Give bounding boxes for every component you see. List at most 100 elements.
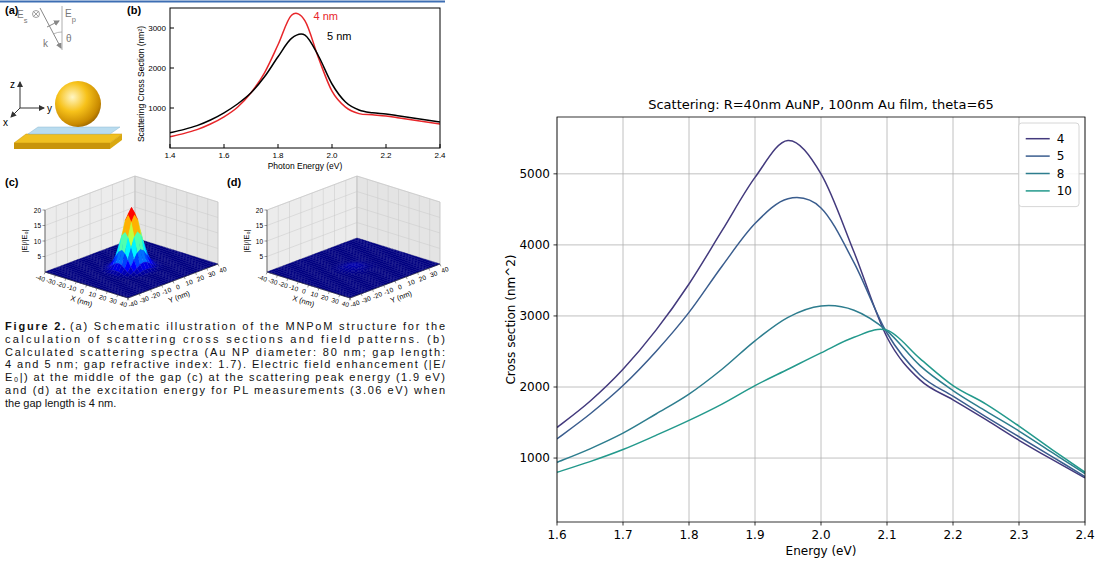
y-tick-label: 30 — [207, 269, 217, 278]
schematic: (a)EsEpkθzyx — [3, 4, 122, 149]
gold-film-side — [14, 143, 110, 149]
grid-line — [68, 264, 151, 290]
z-tick — [43, 225, 46, 226]
y-tick-label: 20 — [418, 273, 428, 282]
z-axis-title: |E|/|E₀| — [20, 229, 29, 252]
s-field-cross — [34, 12, 39, 17]
grid-line — [56, 268, 139, 294]
z-tick — [43, 210, 46, 211]
caption-line: E₀|) at the middle of the gap (c) at the… — [5, 371, 445, 383]
y-tick — [128, 298, 130, 300]
grid-line — [301, 259, 384, 285]
x-tick — [440, 144, 441, 148]
x-tick — [276, 275, 278, 277]
grid-line — [689, 117, 690, 522]
y-axis-line — [128, 264, 218, 298]
s-field-symbol — [33, 11, 40, 18]
x-tick-label: 1.4 — [164, 151, 176, 160]
x-tick-label: -20 — [56, 280, 67, 290]
x-tick-label: 30 — [331, 296, 340, 305]
grid-line — [78, 197, 79, 259]
series-label: 4 nm — [314, 10, 338, 22]
y-tick — [206, 268, 208, 270]
z-tick-label: 15 — [34, 222, 42, 229]
y-axis-title: Cross section (nm^2) — [504, 254, 518, 384]
panel-label: (b) — [127, 4, 141, 16]
grid-line — [821, 117, 822, 522]
y-tick-label: 5000 — [519, 167, 550, 181]
back-wall — [357, 176, 440, 264]
y-tick-label: -20 — [150, 290, 162, 300]
grid-line — [557, 387, 1085, 388]
grid-line — [377, 183, 378, 245]
caption-line: calculation of scattering cross sections… — [5, 333, 445, 345]
series-line — [557, 306, 1085, 474]
grid-line — [398, 189, 399, 251]
x-tick — [116, 295, 118, 297]
x-tick — [127, 298, 129, 300]
x-tick — [278, 144, 279, 148]
y-tick-label: -30 — [360, 294, 372, 304]
y-tick — [170, 28, 174, 29]
y-tick-label: 40 — [440, 265, 450, 274]
x-tick-label: 2.0 — [811, 528, 830, 542]
angle-label: θ — [66, 33, 72, 44]
y-tick — [139, 294, 141, 296]
x-tick — [224, 144, 225, 148]
series-label: 5 nm — [327, 30, 351, 42]
scattering-chart: 1.61.71.81.92.02.12.22.32.41000200030004… — [504, 97, 1094, 558]
legend-swatch — [1026, 190, 1050, 192]
grid-line — [128, 264, 218, 298]
x-tick — [44, 272, 46, 274]
page: (a)EsEpkθzyx1.41.61.82.02.22.41000200030… — [0, 0, 1097, 563]
x-tick — [318, 288, 320, 290]
panel-label: (c) — [5, 176, 19, 188]
x-tick — [75, 282, 77, 284]
y-tick-label: 1000 — [519, 451, 550, 465]
z-tick-label: 20 — [256, 207, 264, 214]
grid-line — [312, 193, 313, 255]
grid-line — [323, 251, 406, 277]
x-axis-title: X (nm) — [291, 294, 316, 309]
x-tick-label: 2.2 — [943, 528, 962, 542]
grid-line — [145, 179, 146, 241]
x-tick — [54, 275, 56, 277]
caption-line: 4 and 5 nm; gap refractive index: 1.7). … — [5, 358, 446, 370]
y-tick — [428, 268, 430, 270]
legend-swatch — [1026, 173, 1050, 175]
gold-film — [14, 134, 122, 143]
y-tick-label: 10 — [184, 278, 194, 287]
grid-line — [953, 117, 954, 522]
x-tick — [307, 285, 309, 287]
x-tick — [755, 522, 756, 526]
grid-line — [309, 251, 399, 285]
grid-line — [166, 186, 167, 248]
field-panel: -40-30-20-10010203040-40-30-20-100102030… — [227, 176, 450, 309]
y-axis-title: Y (nm) — [389, 289, 414, 306]
grid-line — [300, 197, 301, 259]
series-group — [557, 140, 1085, 478]
panel-b: 1.41.61.82.02.22.4100020003000Photon Ene… — [127, 4, 446, 171]
series-line — [170, 34, 440, 133]
legend: 45810 — [1019, 123, 1079, 207]
y-tick-label: -30 — [138, 294, 150, 304]
x-tick — [557, 522, 558, 526]
y-tick-label: 2000 — [519, 380, 550, 394]
y-tick — [173, 281, 175, 283]
y-tick — [170, 68, 174, 69]
y-tick — [554, 387, 558, 388]
x-tick-label: 1.8 — [679, 528, 698, 542]
y-tick-label: 30 — [429, 269, 439, 278]
x-tick — [953, 522, 954, 526]
grid-line — [289, 202, 290, 264]
legend-swatch — [1026, 138, 1050, 140]
x-tick-label: -30 — [45, 276, 56, 286]
z-axis-title: |E|/|E₀| — [242, 229, 251, 252]
grid-line — [278, 206, 279, 268]
grid-line — [207, 199, 208, 261]
z-tick — [43, 256, 46, 257]
grid-line — [557, 244, 1085, 245]
y-tick-label: 3000 — [519, 309, 550, 323]
x-axis-line — [45, 272, 128, 298]
wave-vector-label: k — [43, 38, 49, 49]
